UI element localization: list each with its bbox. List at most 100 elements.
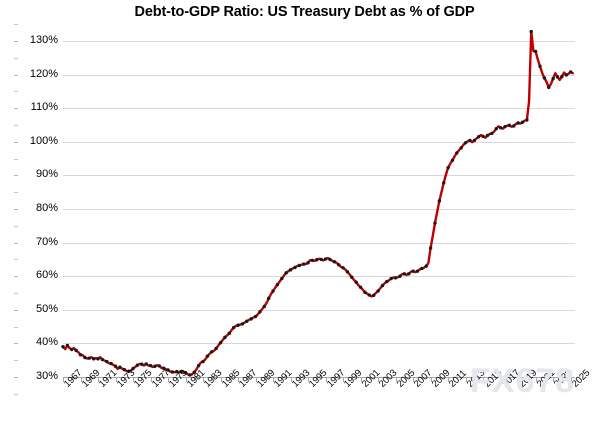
x-axis-tick-mark <box>325 377 327 382</box>
data-point-marker <box>196 363 201 368</box>
data-point-marker <box>288 268 293 272</box>
data-point-marker <box>402 272 407 276</box>
x-axis-tick-mark <box>308 377 310 382</box>
x-axis-tick-mark <box>395 377 397 382</box>
data-point-marker <box>389 276 393 281</box>
gridline <box>63 74 575 76</box>
y-axis-minor-tick <box>14 158 18 160</box>
data-point-marker <box>385 279 389 284</box>
gridline <box>63 108 575 110</box>
data-point-marker <box>70 347 74 352</box>
data-point-marker <box>301 262 306 266</box>
x-axis-tick-mark <box>570 377 572 382</box>
data-point-marker <box>148 363 153 368</box>
data-point-marker <box>345 270 350 274</box>
x-axis-tick-mark <box>500 377 502 382</box>
gridline <box>63 41 575 42</box>
x-axis-tick-mark <box>115 377 117 382</box>
data-point-marker <box>525 118 529 122</box>
data-point-marker <box>109 361 113 366</box>
y-axis-tick-label: 120% <box>29 67 58 80</box>
data-point-marker <box>363 290 367 295</box>
data-point-marker <box>83 355 87 360</box>
data-point-marker <box>240 322 245 326</box>
data-point-marker <box>323 257 328 261</box>
y-axis-tick-mark <box>14 41 18 42</box>
y-axis-tick-mark <box>14 309 18 311</box>
data-point-marker <box>183 370 188 375</box>
gridline <box>63 209 575 210</box>
data-point-marker <box>105 359 109 364</box>
debt-to-gdp-line-series <box>61 29 575 377</box>
data-point-marker <box>516 121 520 125</box>
y-axis-minor-tick <box>14 192 18 194</box>
y-axis-minor-tick <box>14 326 18 328</box>
y-axis-tick-mark <box>14 141 18 143</box>
y-axis-tick-label: 40% <box>35 336 58 349</box>
x-axis-tick-mark <box>150 377 152 382</box>
x-axis-tick-mark <box>343 377 345 382</box>
x-axis-tick-mark <box>185 377 187 382</box>
data-point-marker <box>542 76 547 80</box>
data-point-marker <box>433 221 437 225</box>
x-axis-tick-mark <box>98 377 99 382</box>
data-point-marker <box>512 124 516 128</box>
data-point-marker <box>144 362 148 366</box>
data-point-marker <box>415 269 420 273</box>
gridline <box>63 276 575 278</box>
data-point-marker <box>218 341 223 345</box>
y-axis-minor-tick <box>14 393 18 395</box>
data-point-marker <box>472 138 477 143</box>
data-point-marker <box>358 285 363 289</box>
data-point-marker <box>498 125 503 130</box>
data-point-marker <box>481 134 485 139</box>
y-axis-tick-label: 60% <box>35 269 58 282</box>
data-point-marker <box>547 85 551 90</box>
y-axis-minor-tick <box>14 24 18 26</box>
data-point-marker <box>253 314 258 319</box>
data-point-marker <box>350 275 354 279</box>
data-point-marker <box>258 310 262 314</box>
x-axis-tick-mark <box>535 377 537 382</box>
data-point-marker <box>393 276 398 280</box>
y-axis-tick-label: 70% <box>35 235 58 248</box>
data-point-marker <box>100 357 105 362</box>
data-point-marker <box>91 357 96 361</box>
data-point-marker <box>555 75 560 79</box>
data-point-marker <box>280 276 284 281</box>
data-point-marker <box>494 127 498 131</box>
x-axis-tick-mark <box>273 377 275 382</box>
x-axis-tick-mark <box>378 377 380 382</box>
data-point-marker <box>161 366 166 370</box>
data-point-marker <box>332 260 337 264</box>
data-point-marker <box>520 120 525 125</box>
data-point-marker <box>170 370 175 374</box>
data-point-marker <box>503 124 507 129</box>
data-point-marker <box>341 266 345 270</box>
data-point-marker <box>319 257 323 262</box>
data-point-marker <box>560 74 564 79</box>
y-axis-tick-mark <box>14 276 18 278</box>
data-point-marker <box>179 369 183 374</box>
y-axis-tick-mark <box>14 343 18 345</box>
y-axis-minor-tick <box>14 125 18 126</box>
data-point-marker <box>249 317 253 321</box>
x-axis-line <box>63 377 575 378</box>
data-point-marker <box>236 323 240 327</box>
data-point-marker <box>485 133 490 138</box>
data-point-marker <box>306 261 310 265</box>
x-axis-tick-mark <box>203 377 205 382</box>
data-point-marker <box>74 348 78 353</box>
data-point-marker <box>78 353 83 357</box>
data-point-marker <box>223 335 227 340</box>
data-point-marker <box>87 356 91 360</box>
data-point-marker <box>398 274 402 278</box>
x-axis-tick-mark <box>290 377 292 382</box>
y-axis-tick-label: 80% <box>35 202 58 214</box>
y-axis-tick-label: 100% <box>29 134 58 147</box>
x-axis-tick-mark <box>553 377 555 382</box>
data-point-marker <box>411 269 415 273</box>
data-point-marker <box>459 146 463 150</box>
y-axis-minor-tick <box>14 57 18 59</box>
gridline <box>63 309 575 311</box>
